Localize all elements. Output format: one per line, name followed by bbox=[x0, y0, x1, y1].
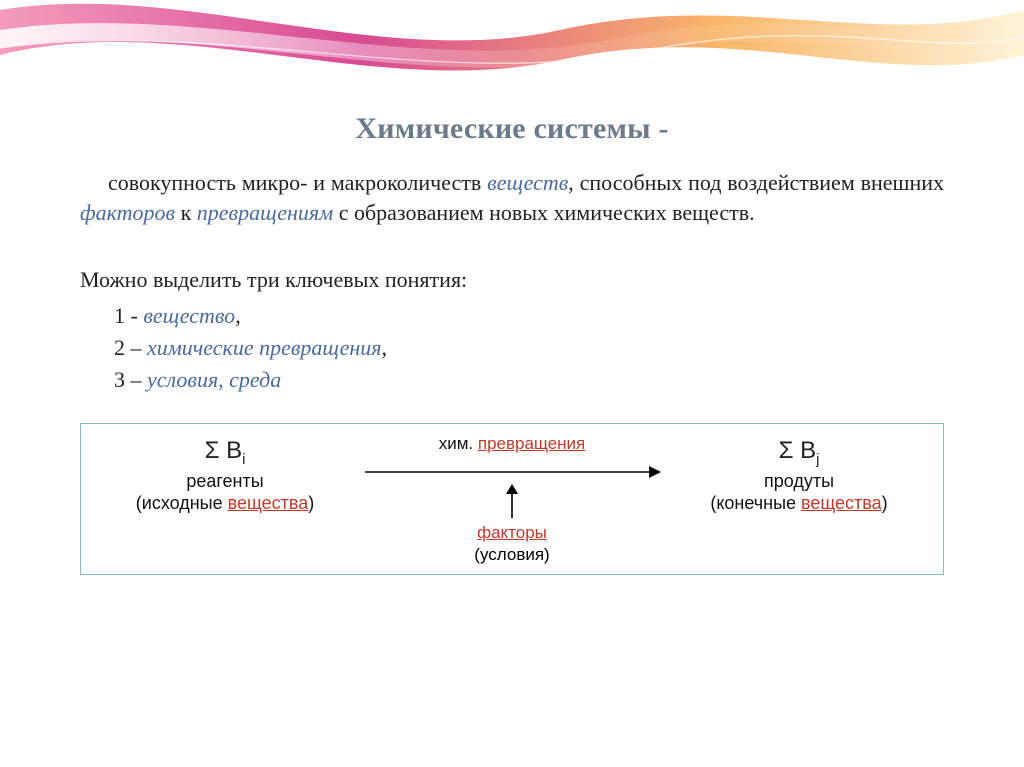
concept-list: 1 - вещество, 2 – химические превращения… bbox=[114, 303, 944, 393]
para-text: к bbox=[175, 200, 197, 225]
definition-paragraph: совокупность микро- и макроколичеств вещ… bbox=[80, 168, 944, 227]
slide: Химические системы - совокупность микро-… bbox=[0, 0, 1024, 767]
list-item-term: химические превращения bbox=[147, 335, 381, 360]
horizontal-arrow-icon bbox=[363, 460, 661, 484]
sigma-subscript: j bbox=[816, 451, 819, 468]
para-text: с образованием новых химических веществ. bbox=[333, 200, 754, 225]
diagram-center: хим. превращения bbox=[355, 436, 669, 556]
transformation-caption: хим. превращения bbox=[355, 434, 669, 454]
list-item-number: 1 - bbox=[114, 303, 143, 328]
vertical-arrow-icon bbox=[502, 484, 522, 520]
emphasis-factors: факторов bbox=[80, 200, 175, 225]
slide-title: Химические системы - bbox=[80, 112, 944, 146]
diagram-left-col: Σ Bi реагенты (исходные вещества) bbox=[95, 436, 355, 515]
factors-label: факторы bbox=[477, 523, 547, 542]
list-item-number: 2 – bbox=[114, 335, 147, 360]
reagents-formula: Σ Bi bbox=[95, 436, 355, 470]
products-label: продуты bbox=[669, 470, 929, 493]
list-item: 3 – условия, среда bbox=[114, 367, 944, 393]
text: ) bbox=[882, 493, 888, 513]
text: (конечные bbox=[710, 493, 801, 513]
list-item-term: вещество bbox=[143, 303, 235, 328]
list-intro: Можно выделить три ключевых понятия: bbox=[80, 267, 944, 293]
decorative-wave-band bbox=[0, 0, 1024, 100]
text: (исходные bbox=[136, 493, 228, 513]
red-emphasis: превращения bbox=[478, 434, 585, 453]
list-item: 1 - вещество, bbox=[114, 303, 944, 329]
red-emphasis: вещества bbox=[228, 493, 309, 513]
list-item-tail: , bbox=[381, 335, 387, 360]
reagents-label: реагенты bbox=[95, 470, 355, 493]
conditions-label: (условия) bbox=[474, 545, 549, 564]
para-text: , способных под воздействием внешних bbox=[568, 170, 944, 195]
list-item-number: 3 – bbox=[114, 367, 147, 392]
emphasis-transformations: превращениям bbox=[197, 200, 333, 225]
list-item-term: условия, среда bbox=[147, 367, 281, 392]
sigma-symbol: Σ B bbox=[205, 437, 243, 464]
para-text: совокупность микро- и макроколичеств bbox=[108, 170, 487, 195]
text: хим. bbox=[439, 434, 478, 453]
list-item: 2 – химические превращения, bbox=[114, 335, 944, 361]
diagram-row: Σ Bi реагенты (исходные вещества) хим. п… bbox=[95, 436, 929, 556]
list-item-tail: , bbox=[235, 303, 241, 328]
diagram-right-col: Σ Bj продуты (конечные вещества) bbox=[669, 436, 929, 515]
emphasis-substances: веществ bbox=[487, 170, 568, 195]
reagents-sub-label: (исходные вещества) bbox=[95, 492, 355, 515]
sigma-symbol: Σ B bbox=[779, 437, 817, 464]
reaction-diagram: Σ Bi реагенты (исходные вещества) хим. п… bbox=[80, 423, 944, 575]
red-emphasis: вещества bbox=[801, 493, 882, 513]
content-area: Химические системы - совокупность микро-… bbox=[0, 100, 1024, 575]
factors-caption: факторы (условия) bbox=[355, 522, 669, 565]
sigma-subscript: i bbox=[242, 451, 245, 468]
products-formula: Σ Bj bbox=[669, 436, 929, 470]
products-sub-label: (конечные вещества) bbox=[669, 492, 929, 515]
text: ) bbox=[308, 493, 314, 513]
